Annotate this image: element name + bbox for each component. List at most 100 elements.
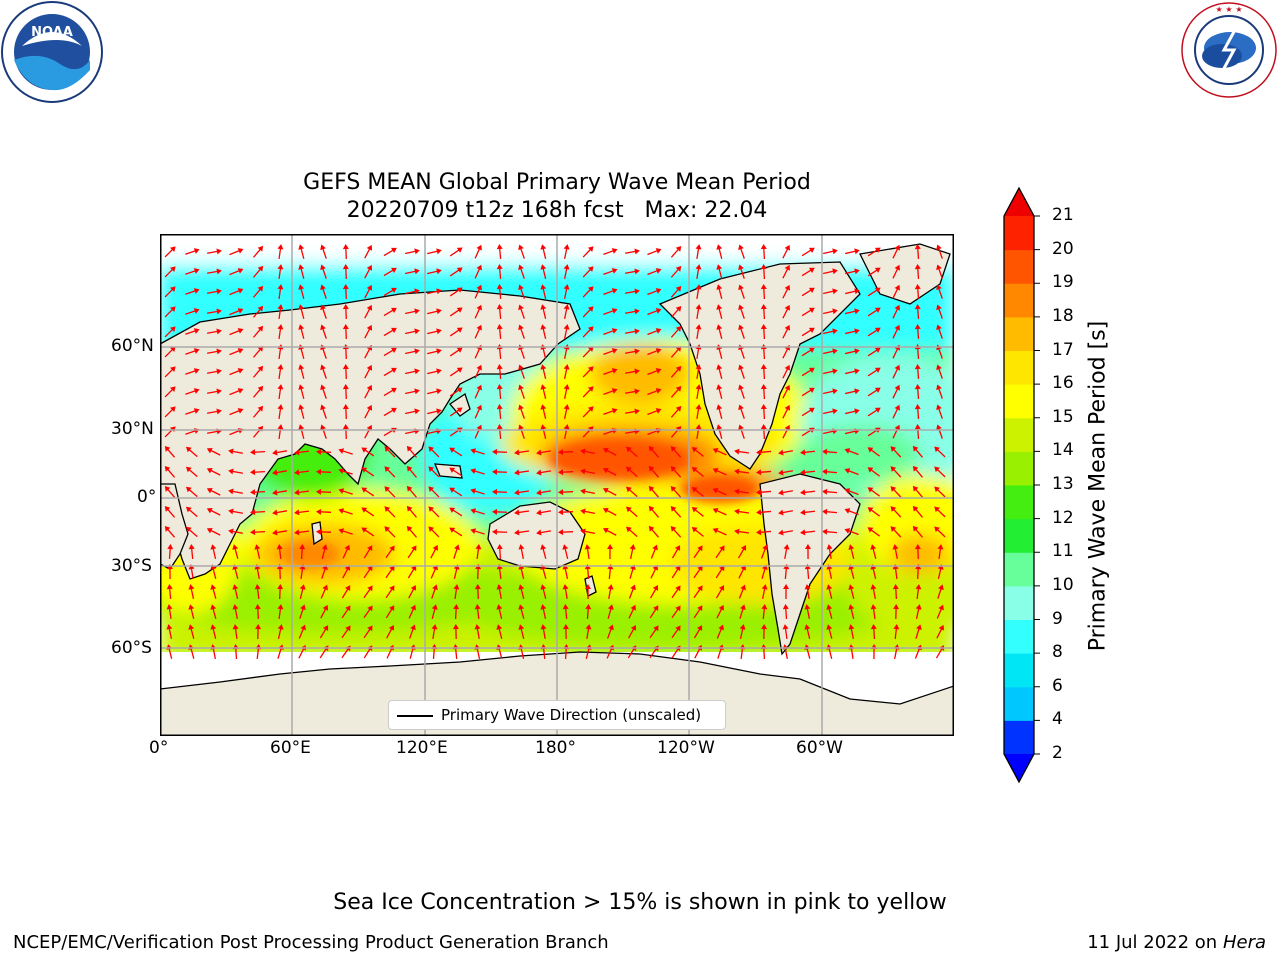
wave-arrow: [848, 584, 855, 599]
wave-arrow: [514, 469, 530, 476]
wave-arrow: [801, 347, 815, 357]
wave-arrow: [801, 327, 815, 337]
wave-arrow: [603, 308, 618, 315]
sea-ice-note: Sea Ice Concentration > 15% is shown in …: [333, 890, 947, 915]
wave-arrow: [890, 526, 902, 538]
wave-arrow: [272, 529, 288, 536]
wave-arrow: [737, 545, 747, 559]
wave-arrow: [449, 467, 463, 477]
wave-arrow: [185, 368, 200, 375]
wave-arrow: [782, 324, 791, 339]
wave-arrow: [185, 268, 200, 275]
wave-arrow: [206, 288, 222, 295]
wave-arrow: [650, 544, 658, 559]
wave-arrow: [603, 408, 618, 415]
wave-arrow: [603, 348, 618, 355]
wave-arrow: [648, 485, 660, 498]
colorbar-segment: [1004, 518, 1034, 553]
wave-arrow: [624, 288, 640, 295]
wave-arrow: [320, 384, 327, 399]
wave-arrow: [695, 264, 702, 280]
wave-arrow: [914, 284, 921, 300]
wave-arrow: [253, 405, 264, 418]
wave-arrow: [449, 367, 463, 377]
wave-arrow: [338, 508, 353, 515]
wave-arrow: [232, 544, 239, 559]
colorbar-segment: [1004, 619, 1034, 654]
y-tick-0: 0°: [137, 487, 157, 507]
wave-arrow: [691, 506, 704, 517]
wave-arrow: [316, 528, 332, 535]
wave-arrow: [867, 367, 881, 377]
wave-arrow: [693, 545, 703, 559]
wave-arrow: [563, 264, 570, 279]
colorbar-tick-label: 10: [1052, 574, 1074, 595]
wave-arrow: [277, 384, 284, 400]
wave-arrow: [695, 404, 702, 420]
wave-arrow: [406, 525, 417, 538]
wave-arrow: [671, 625, 681, 639]
wave-arrow: [277, 324, 284, 340]
wave-arrow: [470, 508, 485, 515]
wave-arrow: [228, 448, 244, 455]
wave-arrow: [496, 324, 503, 340]
colorbar-segment: [1004, 350, 1034, 385]
colorbar-tick-label: 21: [1052, 205, 1074, 225]
wave-arrow: [185, 308, 200, 315]
wave-arrow: [607, 544, 614, 560]
wave-arrow: [782, 304, 791, 319]
wave-arrow: [783, 544, 790, 560]
wave-arrow: [229, 368, 244, 376]
wave-arrow: [867, 447, 881, 457]
wave-arrow: [164, 246, 176, 258]
wave-arrow: [936, 424, 943, 439]
wave-arrow: [760, 544, 768, 559]
wave-arrow: [585, 624, 592, 640]
wave-arrow: [936, 624, 945, 639]
wave-arrow: [164, 386, 176, 398]
wave-arrow: [364, 244, 373, 259]
wave-arrow: [166, 624, 173, 639]
wave-arrow: [915, 584, 922, 600]
wave-arrow: [492, 508, 508, 515]
wave-arrow: [232, 624, 239, 640]
wave-arrow: [844, 508, 859, 516]
wave-arrow: [738, 404, 745, 419]
wave-arrow: [607, 584, 614, 600]
wave-arrow: [514, 489, 530, 496]
wave-arrow: [647, 388, 662, 396]
wave-arrow: [914, 324, 921, 340]
wave-arrow: [272, 449, 288, 456]
wave-arrow: [624, 248, 640, 255]
wave-arrow: [558, 509, 574, 516]
wave-arrow: [580, 448, 595, 455]
wave-arrow: [823, 388, 838, 395]
wave-arrow: [206, 408, 222, 415]
wave-arrow: [760, 304, 767, 320]
wave-arrow: [540, 384, 547, 399]
wave-arrow: [320, 264, 327, 279]
colorbar-segment: [1004, 216, 1034, 251]
wave-arrow: [383, 407, 397, 417]
x-tick-180: 180°: [535, 738, 576, 758]
wave-arrow: [427, 308, 442, 315]
wave-arrow: [778, 469, 794, 476]
wave-arrow: [582, 326, 594, 338]
wave-arrow: [250, 489, 266, 496]
wave-arrow: [449, 247, 463, 257]
wave-arrow: [164, 406, 176, 418]
wave-arrow: [804, 544, 811, 560]
wave-arrow: [648, 525, 660, 538]
wave-arrow: [823, 328, 838, 335]
x-tick-60e: 60°E: [270, 738, 311, 758]
svg-text:★ ★ ★: ★ ★ ★: [1215, 5, 1242, 14]
wave-arrow: [518, 244, 525, 259]
colorbar-segment: [1004, 283, 1034, 318]
wave-arrow: [626, 446, 638, 458]
wave-arrow: [760, 264, 767, 280]
wave-arrow: [164, 505, 176, 518]
wave-arrow: [250, 449, 266, 456]
wave-arrow: [848, 544, 855, 559]
wave-arrow: [823, 248, 838, 255]
wave-arrow: [760, 324, 767, 340]
